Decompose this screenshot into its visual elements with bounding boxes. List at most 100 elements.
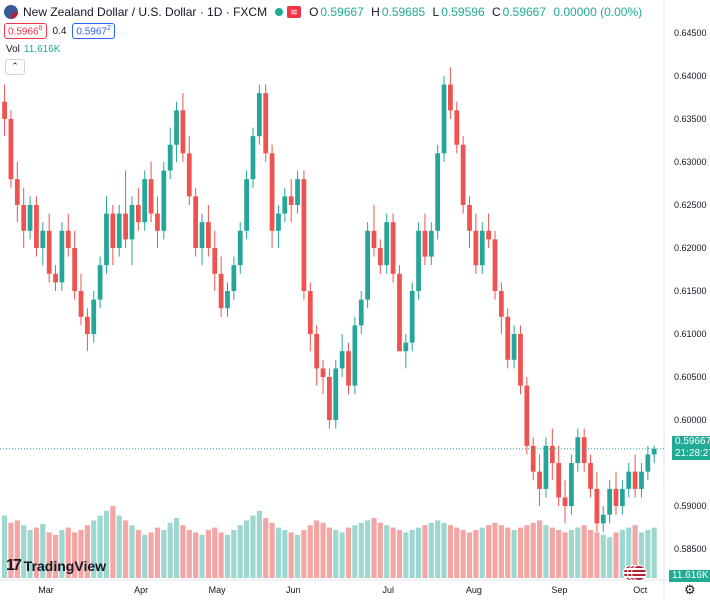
volume-bar — [59, 530, 65, 578]
volume-bar — [218, 532, 224, 578]
volume-bar — [479, 527, 485, 578]
buy-button[interactable]: 0.59672 — [72, 23, 115, 40]
x-tick-label: Aug — [466, 585, 482, 595]
candle-body — [626, 471, 632, 489]
candle-body — [460, 144, 466, 205]
candle-body — [358, 299, 364, 326]
volume-bar — [562, 532, 568, 578]
volume-label: Vol — [6, 44, 20, 55]
y-tick-label: 0.63500 — [674, 114, 707, 124]
volume-bar — [396, 530, 403, 578]
candle-body — [180, 110, 186, 154]
candle-body — [549, 445, 555, 464]
candle-body — [186, 153, 192, 197]
candle-body — [231, 265, 237, 291]
volume-bar — [256, 510, 262, 578]
candle-body — [123, 213, 128, 240]
volume-bar — [72, 532, 78, 578]
candle-body — [314, 334, 320, 369]
candle-body — [129, 204, 135, 240]
volume-bar — [129, 525, 135, 578]
settings-gear-icon[interactable]: ⚙ — [684, 582, 696, 597]
events-flags-icon[interactable] — [623, 565, 647, 581]
y-tick-label: 0.58500 — [674, 544, 707, 554]
symbol-title[interactable]: New Zealand Dollar / U.S. Dollar · 1D · … — [23, 5, 268, 19]
candle-body — [639, 471, 644, 489]
candle-body — [225, 291, 230, 309]
volume-bar — [645, 530, 651, 578]
volume-bar — [587, 530, 594, 578]
volume-bar — [269, 522, 275, 578]
candle-body — [435, 153, 441, 231]
y-tick-label: 0.61000 — [674, 329, 707, 339]
candle-body — [65, 230, 71, 248]
volume-bar — [301, 530, 307, 578]
volume-bar — [275, 527, 282, 578]
volume-bar — [441, 522, 447, 578]
spread-value: 0.4 — [52, 25, 67, 37]
y-tick-label: 0.62000 — [674, 243, 707, 253]
volume-bar — [199, 534, 205, 578]
last-price-tag: 0.59667 21:28:27 — [672, 436, 710, 460]
volume-bar — [492, 522, 498, 578]
candle-body — [467, 204, 472, 231]
volume-bar — [543, 525, 549, 578]
y-tick-label: 0.61500 — [674, 286, 707, 296]
volume-bar — [613, 532, 619, 578]
candle-body — [588, 463, 593, 489]
candle-body — [632, 471, 638, 489]
candle-body — [269, 153, 275, 231]
volume-bar — [536, 520, 543, 578]
candle-body — [110, 213, 116, 248]
candle-body — [524, 385, 530, 446]
volume-bar — [581, 525, 587, 578]
x-tick-label: Apr — [134, 585, 148, 595]
candle-body — [613, 488, 619, 507]
candle-body — [422, 230, 428, 257]
y-tick-label: 0.60500 — [674, 372, 707, 382]
data-badge-icon: ≋ — [287, 6, 302, 18]
volume-bar — [231, 530, 237, 578]
volume-bar — [193, 532, 199, 578]
candle-body — [346, 351, 351, 386]
volume-bar — [371, 518, 377, 578]
volume-bar — [14, 520, 20, 578]
candle-body — [155, 213, 160, 231]
volume-bar — [123, 520, 129, 578]
volume-bar — [333, 530, 339, 578]
candle-body — [167, 144, 173, 171]
candle-body — [479, 230, 485, 266]
volume-bar — [142, 534, 148, 578]
volume-bar — [415, 527, 422, 578]
candle-body — [416, 230, 421, 291]
candle-body — [206, 222, 211, 248]
volume-bar — [447, 525, 453, 578]
volume-bar — [205, 530, 211, 578]
volume-bar — [167, 522, 173, 578]
volume-bar — [486, 525, 492, 578]
volume-bar — [632, 525, 638, 578]
candle-body — [365, 230, 370, 300]
candle-body — [600, 514, 606, 524]
candle-body — [78, 291, 84, 317]
candle-body — [193, 196, 199, 248]
candle-body — [142, 179, 148, 223]
volume-bar — [428, 522, 434, 578]
volume-bar — [2, 515, 8, 578]
volume-bar — [422, 525, 428, 578]
volume-bar — [282, 530, 288, 578]
collapse-legend-button[interactable]: ⌃ — [5, 59, 25, 75]
candle-body — [486, 230, 492, 240]
candle-body — [276, 213, 281, 231]
volume-bar — [307, 525, 313, 578]
volume-bar — [33, 527, 40, 578]
volume-bar — [314, 520, 320, 578]
candle-body — [174, 110, 179, 145]
volume-bar — [358, 522, 364, 578]
y-tick-label: 0.59000 — [674, 501, 707, 511]
volume-bar — [320, 522, 326, 578]
sell-button[interactable]: 0.59668 — [4, 23, 47, 40]
volume-bar — [607, 537, 613, 578]
candle-body — [148, 179, 154, 214]
